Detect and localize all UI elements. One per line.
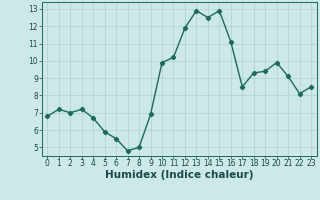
X-axis label: Humidex (Indice chaleur): Humidex (Indice chaleur) — [105, 170, 253, 180]
